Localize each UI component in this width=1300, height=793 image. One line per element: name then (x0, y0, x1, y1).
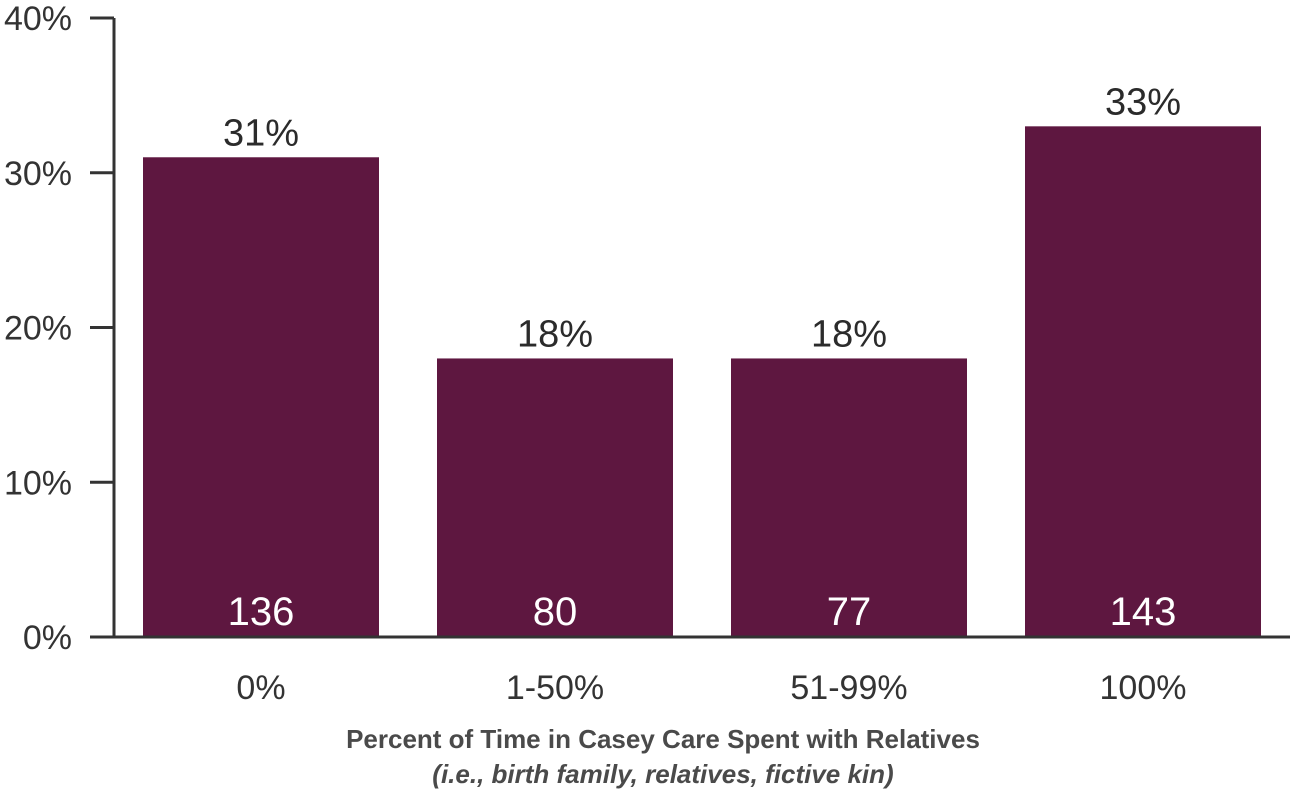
y-axis: 0% 10% 20% 30% 40% (4, 0, 116, 657)
bar-count-label: 80 (533, 590, 578, 634)
x-tick-label: 51-99% (790, 669, 907, 707)
bar-value-label: 18% (811, 313, 887, 355)
x-axis-subtitle: (i.e., birth family, relatives, fictive … (432, 759, 893, 789)
y-tick-label: 40% (4, 0, 72, 38)
x-axis-title: Percent of Time in Casey Care Spent with… (346, 724, 980, 754)
x-axis: 0% 1-50% 51-99% 100% (90, 635, 1290, 707)
bar (1025, 126, 1261, 637)
y-tick-label: 30% (4, 155, 72, 193)
bar-value-label: 31% (223, 112, 299, 154)
bars: 31% 136 18% 80 18% 77 33% 143 (143, 81, 1261, 637)
y-tick-label: 20% (4, 310, 72, 348)
bar-value-label: 18% (517, 313, 593, 355)
x-tick-label: 0% (236, 669, 285, 707)
bar-count-label: 143 (1110, 590, 1177, 634)
bar (437, 358, 673, 637)
bar-count-label: 77 (827, 590, 872, 634)
bar-value-label: 33% (1105, 81, 1181, 123)
y-tick-label: 10% (4, 464, 72, 502)
bar (143, 157, 379, 637)
bar (731, 358, 967, 637)
x-tick-label: 1-50% (506, 669, 604, 707)
x-tick-label: 100% (1100, 669, 1187, 707)
bar-count-label: 136 (228, 590, 295, 634)
y-tick-label: 0% (23, 619, 72, 657)
